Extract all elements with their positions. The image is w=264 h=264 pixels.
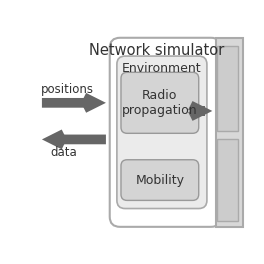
Text: Network simulator: Network simulator bbox=[89, 44, 224, 59]
Bar bbox=[216, 38, 243, 227]
Text: positions: positions bbox=[40, 83, 93, 96]
Text: Radio
propagation: Radio propagation bbox=[122, 89, 198, 117]
Bar bbox=[217, 139, 238, 221]
Text: data: data bbox=[50, 146, 77, 159]
FancyBboxPatch shape bbox=[110, 38, 221, 227]
FancyBboxPatch shape bbox=[117, 56, 207, 209]
Text: Mobility: Mobility bbox=[135, 173, 184, 187]
FancyBboxPatch shape bbox=[121, 160, 199, 200]
Bar bbox=[217, 46, 238, 131]
FancyBboxPatch shape bbox=[121, 72, 199, 133]
Text: Environment: Environment bbox=[122, 62, 202, 75]
